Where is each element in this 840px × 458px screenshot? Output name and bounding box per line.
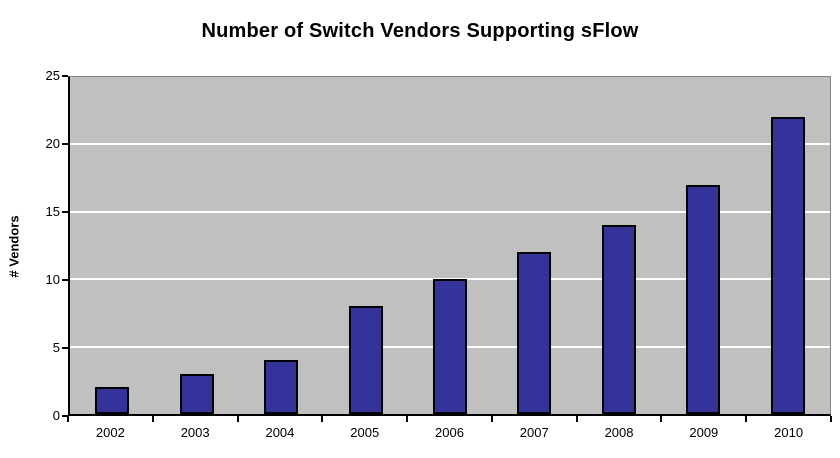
bar-2005 [348,306,383,414]
x-tick-label-2005: 2005 [350,425,380,440]
bar-2006 [432,279,467,414]
bar-slot-2008 [577,77,661,414]
x-tick-label-2004: 2004 [265,425,295,440]
bar-2009 [686,184,721,414]
x-tick-mark-7 [660,416,663,422]
gridline-15 [70,210,830,213]
bar-2007 [517,252,552,414]
y-tick-label-25: 25 [45,68,60,83]
bar-2004 [264,360,299,414]
y-tick-label-5: 5 [52,340,60,355]
bar-slot-2005 [323,77,407,414]
x-tick-mark-0 [67,416,69,422]
x-tick-mark-1 [151,416,154,422]
x-tick-label-2007: 2007 [519,425,549,440]
x-tick-label-2002: 2002 [95,425,125,440]
x-tick-mark-6 [575,416,578,422]
x-tick-label-2003: 2003 [180,425,210,440]
y-tick-mark-25 [62,75,68,77]
x-tick-label-2010: 2010 [774,425,804,440]
bar-series [70,77,830,414]
bar-slot-2006 [408,77,492,414]
bar-2010 [770,117,805,414]
x-tick-mark-2 [236,416,239,422]
y-tick-mark-0 [62,415,68,417]
x-tick-mark-4 [406,416,409,422]
bar-slot-2009 [661,77,745,414]
x-tick-mark-9 [830,416,832,422]
bar-slot-2004 [239,77,323,414]
x-tick-label-2009: 2009 [689,425,719,440]
bar-2003 [179,373,214,414]
y-tick-label-10: 10 [45,272,60,287]
y-tick-mark-10 [62,279,68,281]
bar-slot-2003 [154,77,238,414]
y-tick-label-20: 20 [45,136,60,151]
bar-2008 [601,225,636,414]
x-tick-mark-5 [490,416,493,422]
bar-slot-2007 [492,77,576,414]
y-tick-label-15: 15 [45,204,60,219]
bar-slot-2002 [70,77,154,414]
x-tick-label-2006: 2006 [435,425,464,440]
y-tick-mark-15 [62,211,68,213]
y-tick-label-0: 0 [52,408,60,423]
bar-slot-2010 [746,77,830,414]
x-tick-mark-3 [321,416,324,422]
y-axis-title: # Vendors [6,215,22,278]
x-tick-label-2008: 2008 [604,425,634,440]
y-tick-mark-5 [62,347,68,349]
bar-2002 [95,387,130,414]
gridline-20 [70,143,830,146]
x-tick-mark-8 [745,416,748,422]
chart-title: Number of Switch Vendors Supporting sFlo… [201,20,639,42]
plot-area [68,76,831,416]
y-tick-mark-20 [62,143,68,145]
